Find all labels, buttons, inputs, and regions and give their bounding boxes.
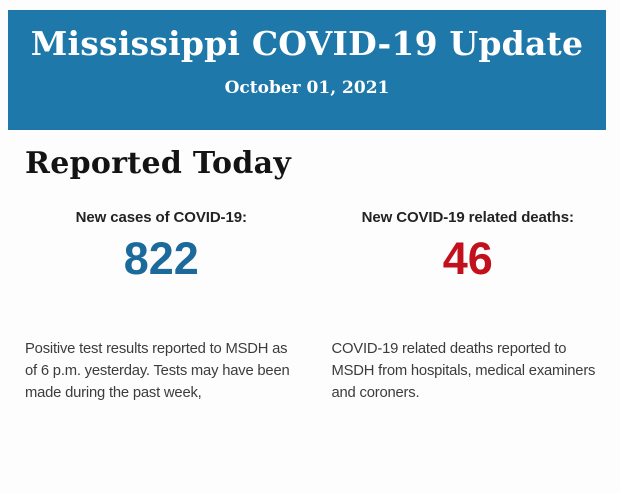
cases-value: 822: [123, 233, 199, 284]
deaths-description: COVID-19 related deaths reported to MSDH…: [331, 341, 596, 401]
page-title: Mississippi COVID-19 Update: [30, 24, 584, 63]
section-title: Reported Today: [25, 146, 292, 181]
stat-deaths: New COVID-19 related deaths: 46 COVID-19…: [332, 181, 605, 404]
stats-grid: New cases of COVID-19: 822 Positive test…: [0, 181, 620, 404]
cases-description: Positive test results reported to MSDH a…: [25, 341, 290, 401]
deaths-value: 46: [442, 233, 493, 284]
stat-cases: New cases of COVID-19: 822 Positive test…: [25, 181, 298, 404]
cases-label: New cases of COVID-19:: [75, 209, 247, 226]
header-banner: Mississippi COVID-19 Update October 01, …: [8, 10, 606, 130]
header-date: October 01, 2021: [224, 78, 390, 98]
deaths-label: New COVID-19 related deaths:: [361, 209, 574, 226]
